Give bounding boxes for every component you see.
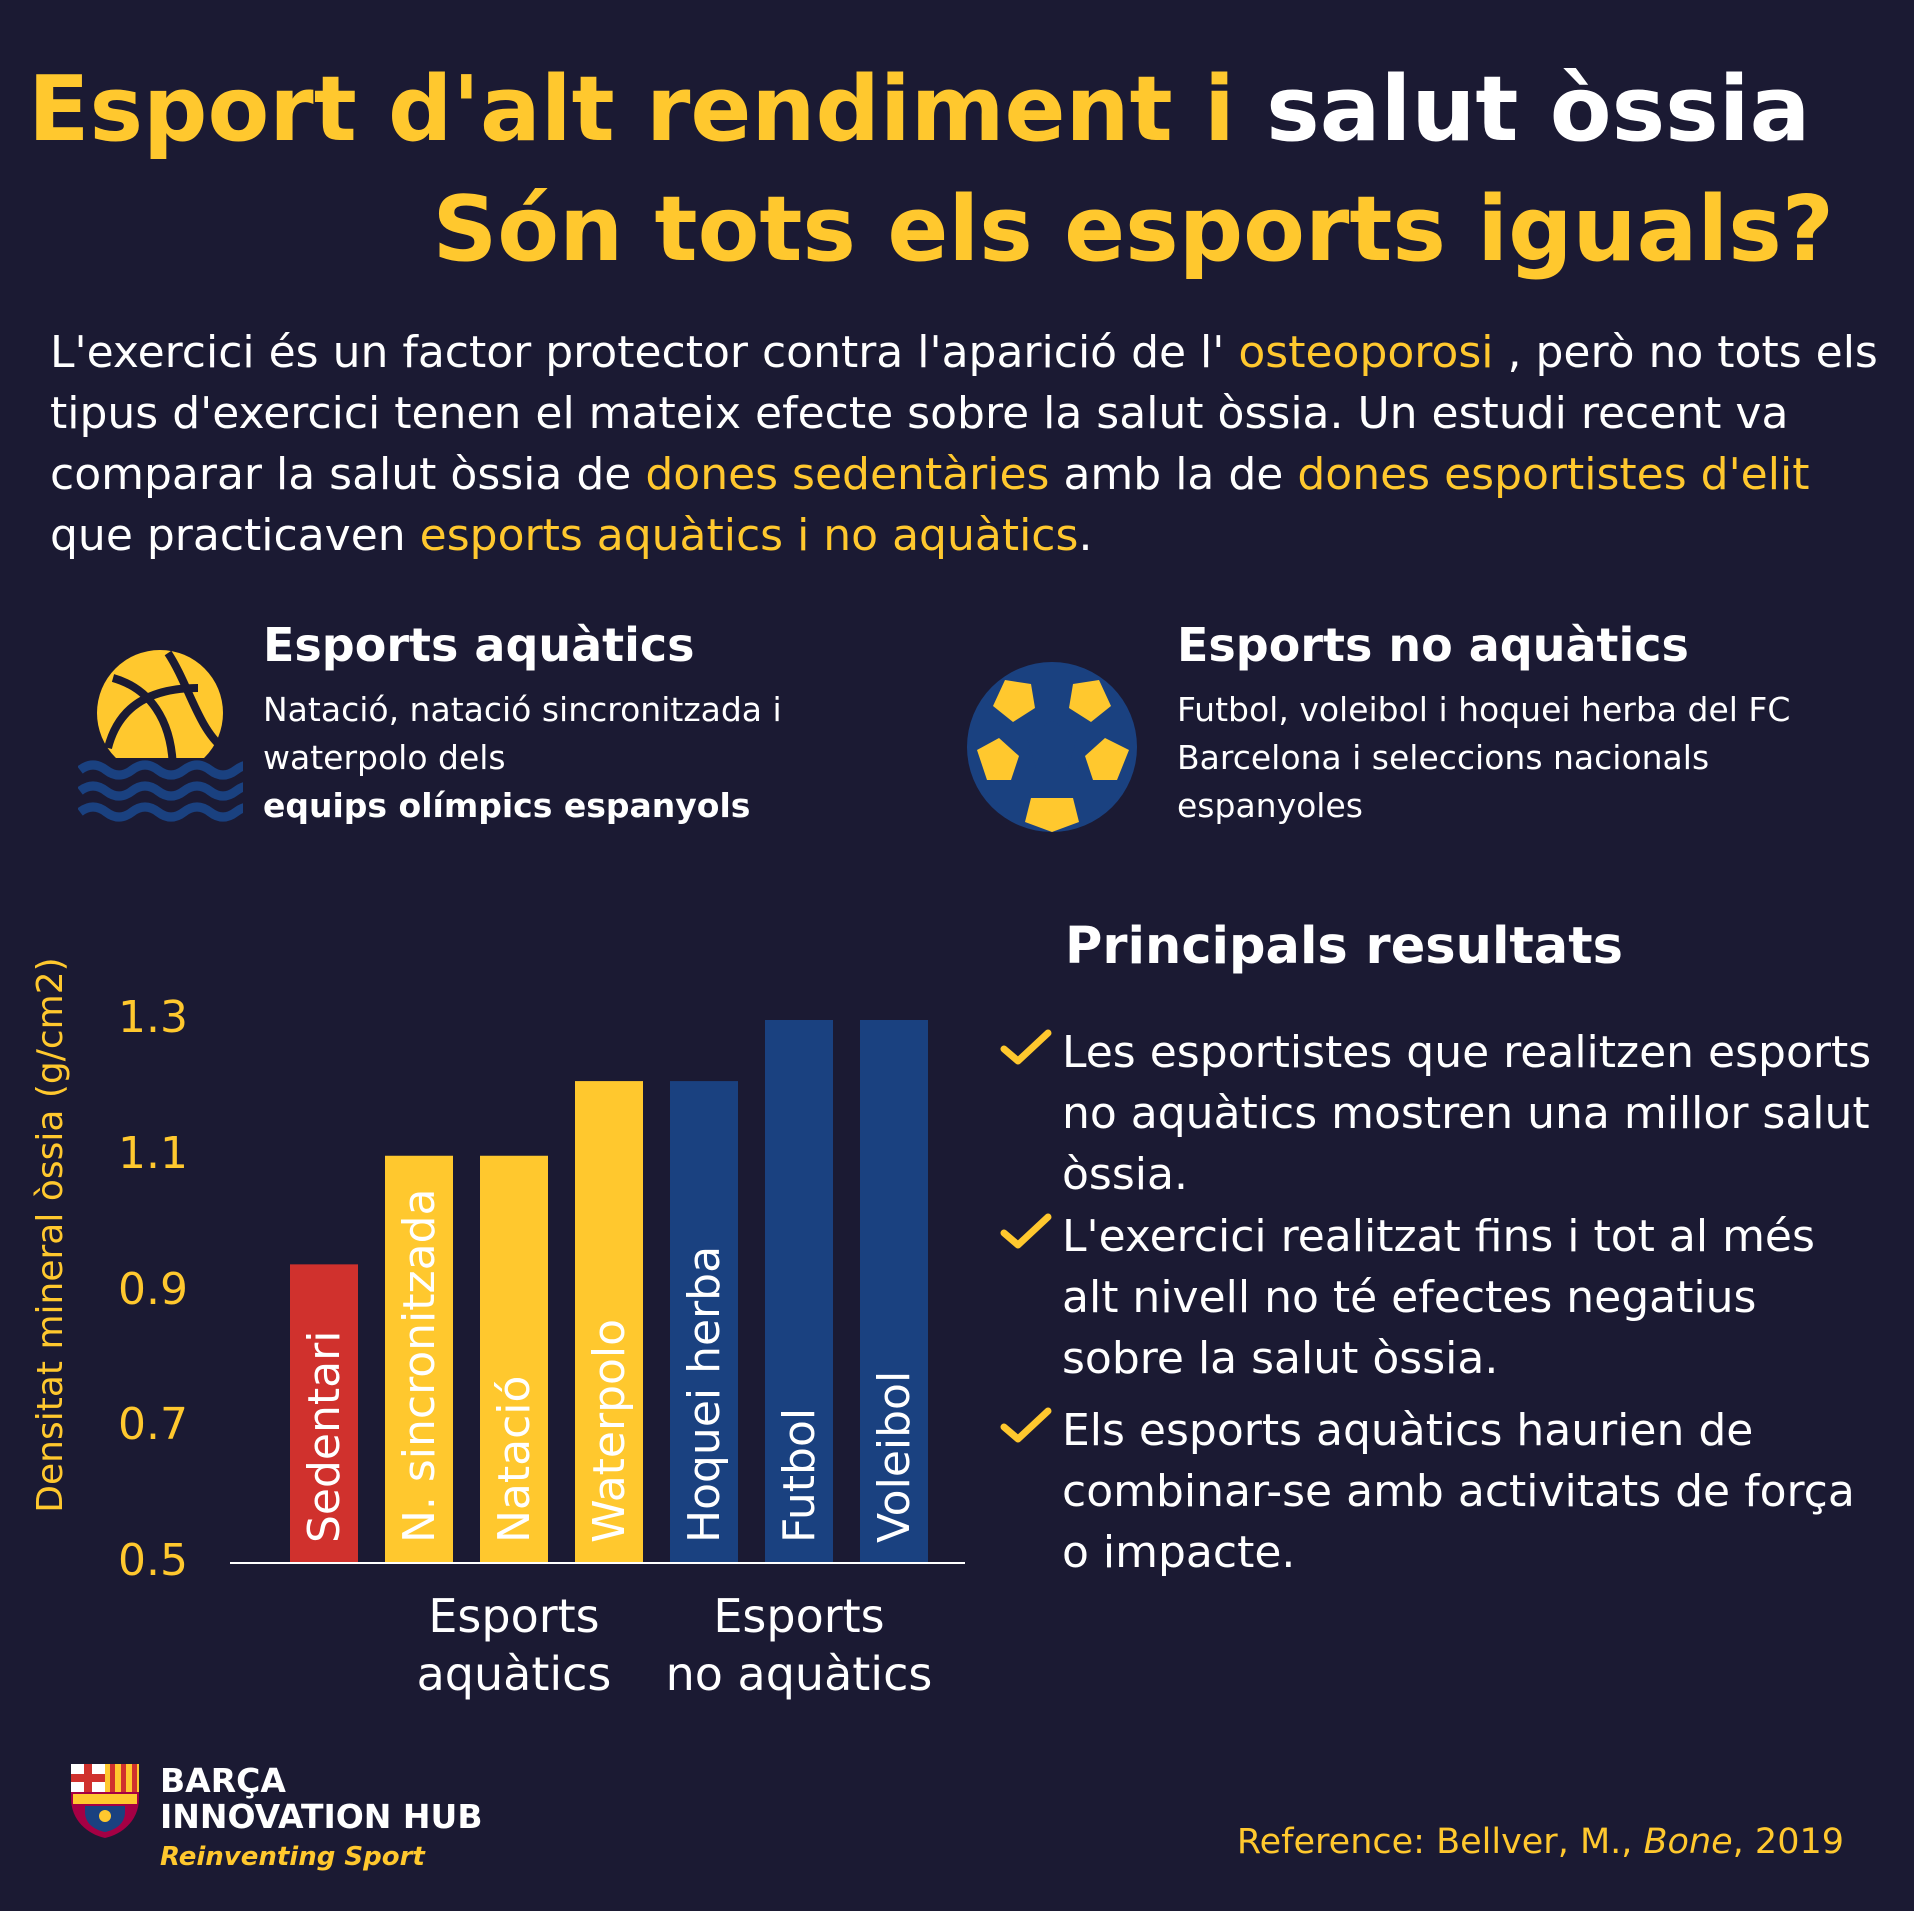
- page-title-line1: Esport d'alt rendiment i salut òssia: [28, 57, 1811, 162]
- nonaquatic-description: Futbol, voleibol i hoquei herba del FC B…: [1177, 690, 1791, 825]
- group-label: Esports aquàtics: [416, 1589, 612, 1701]
- bar-label: Sedentari: [299, 1331, 350, 1543]
- nonaquatic-title: Esports no aquàtics: [1177, 618, 1689, 672]
- chart-y-axis-label: Densitat mineral òssia (g/cm2): [30, 957, 71, 1513]
- bar-label: Voleibol: [869, 1371, 920, 1543]
- bar-futbol: [765, 1020, 833, 1563]
- result-text: Les esportistes que realitzen esports no…: [1062, 1027, 1872, 1200]
- bar-label: N. sincronitzada: [394, 1189, 445, 1543]
- result-text: L'exercici realitzat fins i tot al més a…: [1062, 1211, 1815, 1384]
- bar-waterpolo: [575, 1081, 643, 1563]
- tagline: Reinventing Sport: [160, 1842, 425, 1872]
- bar-label: Futbol: [774, 1408, 825, 1543]
- y-tick-label: 1.1: [118, 1127, 188, 1179]
- result-item: L'exercici realitzat fins i tot al més a…: [1000, 1206, 1900, 1389]
- page-title-line2: Són tots els esports iguals?: [432, 177, 1834, 282]
- check-icon: [1000, 1206, 1062, 1267]
- reference: Reference: Bellver, M., Bone, 2019: [1236, 1822, 1844, 1862]
- y-tick-label: 0.9: [118, 1263, 188, 1315]
- bar-n-sincronitzada: [385, 1155, 453, 1563]
- bar-label: Hoquei herba: [679, 1246, 730, 1543]
- soccer-ball-icon: [967, 662, 1137, 832]
- bar-voleibol: [860, 1020, 928, 1563]
- volleyball-water-icon: [78, 650, 243, 823]
- y-tick-label: 1.3: [118, 992, 188, 1043]
- result-item: Les esportistes que realitzen esports no…: [1000, 1022, 1900, 1205]
- results-title: Principals resultats: [1065, 917, 1623, 976]
- result-item: Els esports aquàtics haurien de combinar…: [1000, 1400, 1900, 1583]
- bar-nataci-: [480, 1155, 548, 1563]
- check-icon: [1000, 1400, 1062, 1461]
- fcb-crest-icon: [71, 1764, 139, 1838]
- group-label: Esports no aquàtics: [665, 1589, 933, 1701]
- y-tick-label: 0.7: [118, 1399, 188, 1451]
- aquatic-title: Esports aquàtics: [263, 618, 695, 672]
- result-text: Els esports aquàtics haurien de combinar…: [1062, 1405, 1855, 1578]
- bar-label: Natació: [489, 1376, 540, 1543]
- bar-hoquei-herba: [670, 1081, 738, 1563]
- bar-sedentari: [290, 1264, 358, 1563]
- y-tick-label: 0.5: [118, 1535, 188, 1586]
- aquatic-description: Natació, natació sincronitzada i waterpo…: [263, 690, 782, 825]
- bar-label: Waterpolo: [584, 1319, 635, 1543]
- check-icon: [1000, 1022, 1062, 1083]
- logo-text: BARÇA INNOVATION HUB: [160, 1761, 483, 1836]
- intro-paragraph: L'exercici és un factor protector contra…: [50, 327, 1878, 561]
